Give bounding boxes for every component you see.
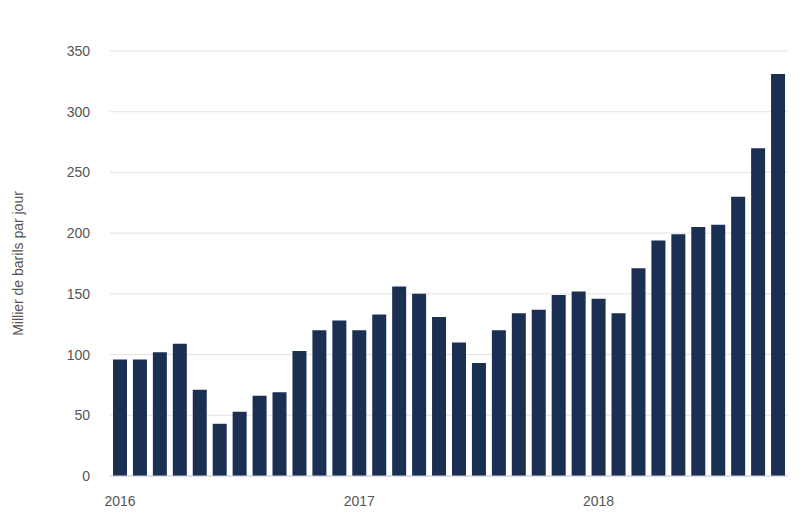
svg-text:150: 150 xyxy=(67,286,91,302)
svg-text:300: 300 xyxy=(67,104,91,120)
svg-text:2017: 2017 xyxy=(344,493,375,509)
svg-text:2016: 2016 xyxy=(104,493,135,509)
svg-text:100: 100 xyxy=(67,347,91,363)
svg-text:2018: 2018 xyxy=(583,493,614,509)
svg-text:0: 0 xyxy=(82,468,90,484)
svg-text:50: 50 xyxy=(74,407,90,423)
svg-text:350: 350 xyxy=(67,43,91,59)
svg-text:250: 250 xyxy=(67,164,91,180)
svg-text:Millier de barils par jour: Millier de barils par jour xyxy=(10,191,26,336)
svg-text:200: 200 xyxy=(67,225,91,241)
